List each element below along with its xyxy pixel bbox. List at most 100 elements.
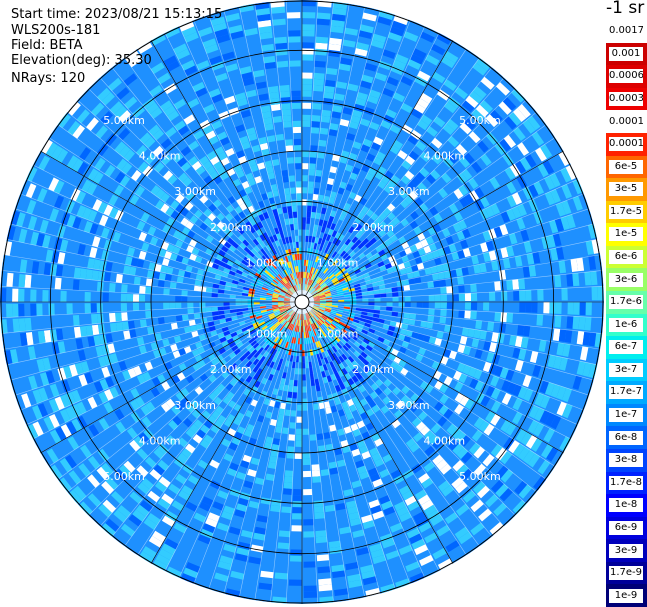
range-gate-cell bbox=[318, 279, 324, 285]
range-gate-cell bbox=[87, 168, 99, 182]
range-gate-cell bbox=[432, 438, 443, 450]
range-gate-cell bbox=[478, 508, 492, 522]
range-gate-cell bbox=[109, 386, 119, 398]
range-gate-cell bbox=[140, 404, 151, 416]
range-gate-cell bbox=[274, 312, 281, 316]
range-gate-cell bbox=[442, 262, 450, 271]
range-gate-cell bbox=[454, 404, 465, 415]
range-gate-cell bbox=[276, 315, 283, 320]
range-gate-cell bbox=[340, 259, 347, 266]
range-gate-cell bbox=[198, 26, 213, 37]
range-gate-cell bbox=[308, 266, 312, 273]
range-gate-cell bbox=[236, 98, 248, 107]
range-gate-cell bbox=[160, 265, 168, 274]
range-gate-cell bbox=[253, 334, 260, 340]
range-gate-cell bbox=[440, 302, 447, 309]
range-gate-cell bbox=[225, 147, 235, 157]
colorbar-swatch: 3e-7 bbox=[606, 358, 647, 382]
range-gate-cell bbox=[158, 248, 167, 258]
range-gate-cell bbox=[256, 221, 264, 229]
range-gate-cell bbox=[480, 153, 492, 166]
range-gate-cell bbox=[391, 286, 398, 292]
range-gate-cell bbox=[4, 350, 13, 365]
center-marker bbox=[294, 294, 310, 310]
range-gate-cell bbox=[208, 55, 223, 66]
range-gate-cell bbox=[129, 266, 137, 276]
colorbar-tick-label: 1e-5 bbox=[609, 227, 643, 242]
range-gate-cell bbox=[437, 247, 446, 257]
range-gate-cell bbox=[115, 312, 122, 322]
range-gate-cell bbox=[313, 500, 324, 507]
range-gate-cell bbox=[272, 295, 279, 299]
colorbar-tick-label: 1.7e-8 bbox=[609, 475, 643, 490]
range-gate-cell bbox=[310, 289, 316, 294]
range-gate-cell bbox=[136, 374, 146, 385]
range-gate-cell bbox=[380, 293, 387, 298]
range-gate-cell bbox=[229, 341, 237, 349]
range-gate-cell bbox=[317, 340, 322, 347]
range-gate-cell bbox=[330, 223, 336, 231]
range-gate-cell bbox=[362, 520, 375, 530]
range-gate-cell bbox=[225, 588, 241, 598]
range-gate-cell bbox=[277, 226, 283, 234]
range-gate-cell bbox=[550, 384, 561, 398]
elevation-text: Elevation(deg): 35.30 bbox=[11, 53, 152, 68]
range-gate-cell bbox=[380, 119, 392, 130]
range-gate-cell bbox=[129, 194, 140, 206]
range-gate-cell bbox=[473, 264, 481, 274]
range-gate-cell bbox=[240, 460, 250, 469]
range-gate-cell bbox=[401, 341, 410, 348]
range-gate-cell bbox=[549, 173, 561, 188]
range-gate-cell bbox=[276, 420, 284, 428]
range-gate-cell bbox=[239, 242, 247, 250]
range-gate-cell bbox=[319, 305, 326, 309]
range-gate-cell bbox=[392, 59, 407, 70]
range-gate-cell bbox=[123, 149, 135, 162]
range-gate-cell bbox=[276, 364, 282, 371]
range-gate-cell bbox=[287, 309, 293, 314]
range-gate-cell bbox=[284, 284, 290, 290]
range-gate-cell bbox=[513, 127, 526, 141]
range-gate-cell bbox=[191, 160, 202, 171]
range-gate-cell bbox=[356, 420, 366, 429]
range-gate-cell bbox=[173, 43, 188, 55]
range-gate-cell bbox=[16, 212, 26, 227]
range-gate-cell bbox=[245, 360, 253, 368]
range-gate-cell bbox=[287, 212, 293, 219]
range-gate-cell bbox=[320, 207, 327, 215]
range-gate-cell bbox=[467, 328, 475, 338]
range-gate-cell bbox=[361, 329, 369, 335]
range-gate-cell bbox=[152, 145, 164, 157]
range-gate-cell bbox=[77, 349, 87, 362]
range-gate-cell bbox=[144, 136, 156, 149]
range-gate-cell bbox=[305, 278, 309, 285]
range-gate-cell bbox=[348, 579, 363, 589]
range-gate-cell bbox=[326, 318, 333, 324]
range-gate-cell bbox=[546, 447, 559, 462]
range-gate-cell bbox=[285, 341, 289, 348]
range-gate-cell bbox=[81, 179, 92, 193]
range-gate-cell bbox=[143, 517, 158, 530]
range-gate-cell bbox=[309, 337, 313, 344]
range-gate-cell bbox=[127, 247, 136, 257]
range-gate-cell bbox=[456, 464, 469, 477]
range-gate-cell bbox=[187, 474, 200, 486]
range-gate-cell bbox=[385, 108, 397, 119]
range-gate-cell bbox=[230, 363, 238, 371]
range-gate-cell bbox=[194, 256, 203, 263]
range-gate-cell bbox=[351, 277, 359, 283]
range-gate-cell bbox=[108, 77, 122, 91]
range-gate-cell bbox=[359, 226, 367, 235]
range-gate-cell bbox=[517, 104, 531, 119]
range-gate-cell bbox=[239, 66, 252, 75]
range-gate-cell bbox=[30, 231, 39, 246]
range-gate-cell bbox=[285, 315, 291, 321]
range-gate-cell bbox=[294, 157, 302, 164]
range-gate-cell bbox=[458, 293, 466, 302]
range-gate-cell bbox=[337, 187, 345, 195]
range-gate-cell bbox=[148, 262, 156, 271]
range-gate-cell bbox=[75, 338, 84, 350]
range-gate-cell bbox=[450, 427, 462, 439]
range-gate-cell bbox=[87, 474, 100, 488]
range-gate-cell bbox=[282, 115, 292, 122]
